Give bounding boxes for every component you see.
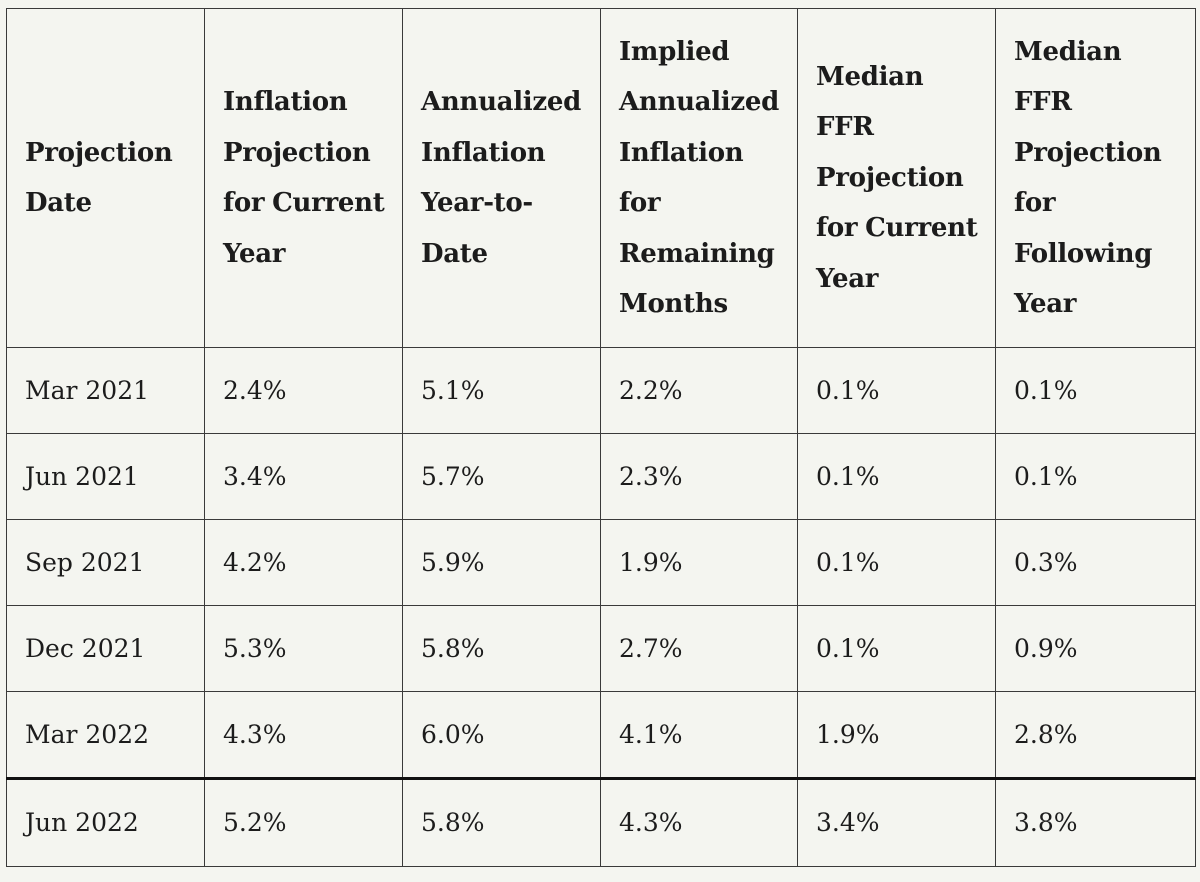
cell-projection-date: Sep 2021	[6, 519, 205, 606]
cell-annualized-inflation-ytd: 5.1%	[402, 347, 601, 434]
cell-annualized-inflation-ytd: 5.9%	[402, 519, 601, 606]
cell-implied-inflation-remaining: 2.3%	[600, 433, 798, 520]
cell-projection-date: Mar 2021	[6, 347, 205, 434]
cell-median-ffr-current: 3.4%	[797, 777, 996, 867]
header-annualized-inflation-ytd: Annualized Inflation Year-to-Date	[402, 8, 601, 348]
cell-median-ffr-following: 0.3%	[995, 519, 1196, 606]
cell-annualized-inflation-ytd: 5.8%	[402, 777, 601, 867]
table-row: Mar 2022 4.3% 6.0% 4.1% 1.9% 2.8%	[6, 691, 1196, 779]
cell-median-ffr-current: 0.1%	[797, 433, 996, 520]
cell-implied-inflation-remaining: 4.3%	[600, 777, 798, 867]
cell-median-ffr-following: 0.9%	[995, 605, 1196, 692]
cell-inflation-projection: 2.4%	[204, 347, 403, 434]
header-implied-inflation-remaining-months: Implied Annualized Inflation for Remaini…	[600, 8, 798, 348]
cell-projection-date: Mar 2022	[6, 691, 205, 779]
cell-median-ffr-following: 0.1%	[995, 433, 1196, 520]
cell-inflation-projection: 4.3%	[204, 691, 403, 779]
cell-projection-date: Jun 2022	[6, 777, 205, 867]
cell-implied-inflation-remaining: 4.1%	[600, 691, 798, 779]
cell-implied-inflation-remaining: 2.7%	[600, 605, 798, 692]
header-row: Projection Date Inflation Projection for…	[6, 8, 1196, 348]
cell-projection-date: Jun 2021	[6, 433, 205, 520]
cell-median-ffr-current: 0.1%	[797, 347, 996, 434]
cell-implied-inflation-remaining: 1.9%	[600, 519, 798, 606]
cell-median-ffr-following: 0.1%	[995, 347, 1196, 434]
projection-table-container: Projection Date Inflation Projection for…	[6, 8, 1196, 867]
cell-median-ffr-current: 0.1%	[797, 519, 996, 606]
cell-annualized-inflation-ytd: 5.7%	[402, 433, 601, 520]
cell-median-ffr-current: 1.9%	[797, 691, 996, 779]
cell-median-ffr-following: 3.8%	[995, 777, 1196, 867]
table-row: Jun 2021 3.4% 5.7% 2.3% 0.1% 0.1%	[6, 433, 1196, 520]
cell-median-ffr-current: 0.1%	[797, 605, 996, 692]
projection-table: Projection Date Inflation Projection for…	[6, 8, 1196, 867]
cell-median-ffr-following: 2.8%	[995, 691, 1196, 779]
cell-inflation-projection: 5.2%	[204, 777, 403, 867]
table-row: Jun 2022 5.2% 5.8% 4.3% 3.4% 3.8%	[6, 777, 1196, 867]
table-row: Sep 2021 4.2% 5.9% 1.9% 0.1% 0.3%	[6, 519, 1196, 606]
cell-annualized-inflation-ytd: 5.8%	[402, 605, 601, 692]
table-row: Mar 2021 2.4% 5.1% 2.2% 0.1% 0.1%	[6, 347, 1196, 434]
cell-inflation-projection: 4.2%	[204, 519, 403, 606]
table-row: Dec 2021 5.3% 5.8% 2.7% 0.1% 0.9%	[6, 605, 1196, 692]
cell-inflation-projection: 3.4%	[204, 433, 403, 520]
cell-inflation-projection: 5.3%	[204, 605, 403, 692]
header-projection-date: Projection Date	[6, 8, 205, 348]
cell-annualized-inflation-ytd: 6.0%	[402, 691, 601, 779]
header-median-ffr-following-year: Median FFR Projection for Following Year	[995, 8, 1196, 348]
cell-projection-date: Dec 2021	[6, 605, 205, 692]
header-median-ffr-current-year: Median FFR Projection for Current Year	[797, 8, 996, 348]
header-inflation-projection-current-year: Inflation Projection for Current Year	[204, 8, 403, 348]
cell-implied-inflation-remaining: 2.2%	[600, 347, 798, 434]
